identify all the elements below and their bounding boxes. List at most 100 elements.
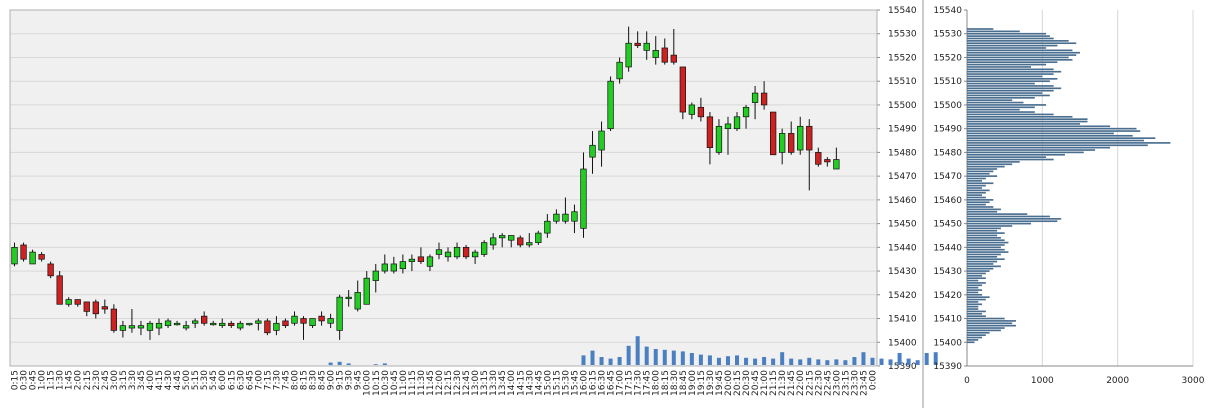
- candle: [544, 214, 551, 238]
- candle-body: [47, 263, 54, 277]
- profile-bar: [967, 30, 1020, 33]
- profile-bar: [967, 303, 983, 306]
- candle: [553, 209, 560, 224]
- candle: [535, 230, 542, 245]
- profile-bar: [967, 134, 1133, 137]
- x-tick-label: 16:45: [607, 370, 617, 396]
- candle: [769, 111, 777, 156]
- profile-bar: [967, 180, 983, 182]
- profile-bar: [967, 267, 994, 270]
- profile-bar: [967, 289, 983, 291]
- candle-body: [480, 242, 488, 255]
- profile-bar: [967, 255, 998, 258]
- profile-bar: [967, 68, 1054, 71]
- candle-body: [724, 123, 732, 130]
- profile-bar: [967, 123, 1080, 125]
- x-tick-label: 11:30: [417, 370, 427, 396]
- x-tick-label: 19:15: [697, 370, 707, 396]
- candle-body: [598, 130, 605, 151]
- x-tick-label: 22:15: [805, 370, 815, 396]
- profile-bar: [967, 279, 979, 282]
- candle: [83, 301, 90, 317]
- volume-bar: [635, 336, 640, 365]
- candle: [643, 31, 650, 60]
- profile-bar: [967, 139, 1145, 142]
- x-tick-label: 20:30: [742, 370, 752, 396]
- candle-body: [137, 325, 145, 329]
- x-tick-label: 16:30: [598, 370, 608, 396]
- profile-bar: [967, 132, 1114, 135]
- x-tick-label: 23:00: [832, 370, 842, 396]
- candle-body: [83, 301, 90, 312]
- x-tick-label: 18:00: [652, 370, 662, 396]
- candle-body: [742, 106, 750, 118]
- profile-bar: [967, 232, 1005, 234]
- candle-body: [191, 320, 199, 324]
- profile-bar: [967, 59, 1073, 61]
- candle-body: [652, 49, 659, 58]
- candle-body: [797, 125, 804, 151]
- profile-bar: [967, 184, 986, 187]
- candle: [38, 252, 45, 262]
- profile-bar: [967, 244, 1005, 246]
- candle: [715, 119, 723, 155]
- profile-bar: [967, 153, 1065, 156]
- profile-bar: [967, 277, 986, 280]
- profile-bar: [967, 101, 1024, 104]
- y-tick-label: 15480: [933, 148, 962, 158]
- profile-bar: [967, 246, 1001, 249]
- x-tick-label: 21:30: [778, 370, 788, 396]
- profile-bar: [967, 282, 986, 284]
- x-tick-label: 8:00: [290, 370, 300, 390]
- profile-bar: [967, 272, 986, 275]
- candle: [670, 28, 677, 65]
- profile-bar: [967, 199, 994, 201]
- candle: [264, 318, 271, 336]
- x-tick-label: 13:15: [480, 370, 490, 396]
- volume-bar: [762, 357, 767, 365]
- profile-bar: [967, 286, 979, 289]
- profile-bar: [967, 248, 1005, 251]
- profile-bar: [967, 339, 979, 341]
- candle-body: [462, 246, 470, 258]
- candle-body: [291, 315, 298, 324]
- x-tick-label: 0:00: [868, 370, 878, 390]
- y-tick-label: 15400: [888, 338, 917, 348]
- volume-bar: [852, 357, 857, 365]
- candle: [273, 316, 280, 336]
- x-tick-label: 13:45: [498, 370, 508, 396]
- candle: [760, 81, 768, 110]
- profile-bar: [967, 92, 1043, 94]
- candle: [119, 320, 127, 338]
- volume-bar: [671, 350, 676, 365]
- candle-body: [571, 211, 578, 222]
- y-tick-label: 15490: [888, 125, 917, 135]
- x-tick-label: 12:15: [444, 370, 454, 396]
- profile-bar: [967, 168, 998, 170]
- x-tick-label: 0:30: [20, 370, 30, 390]
- profile-bar: [967, 334, 986, 336]
- x-tick-label: 11:45: [426, 370, 436, 396]
- candle: [173, 320, 181, 326]
- candle-body: [806, 125, 813, 151]
- volume-bar: [888, 359, 893, 365]
- volume-bar: [924, 353, 929, 365]
- volume-bar: [689, 353, 694, 365]
- profile-bar: [967, 115, 1073, 118]
- candle-body: [490, 237, 497, 246]
- profile-bar: [967, 222, 1032, 225]
- profile-bar: [967, 225, 1013, 227]
- x-tick-label: 9:30: [345, 370, 355, 390]
- candle-body: [526, 242, 533, 246]
- x-tick-label: 20:45: [751, 370, 761, 396]
- profile-bar: [967, 258, 1005, 261]
- profile-bar: [967, 270, 990, 272]
- profile-bar: [967, 260, 998, 263]
- candle-body: [390, 263, 397, 272]
- profile-bar: [967, 229, 998, 232]
- candle-body: [824, 159, 831, 163]
- y-tick-label: 15440: [888, 243, 917, 253]
- profile-bar: [967, 263, 994, 265]
- candle: [462, 244, 470, 260]
